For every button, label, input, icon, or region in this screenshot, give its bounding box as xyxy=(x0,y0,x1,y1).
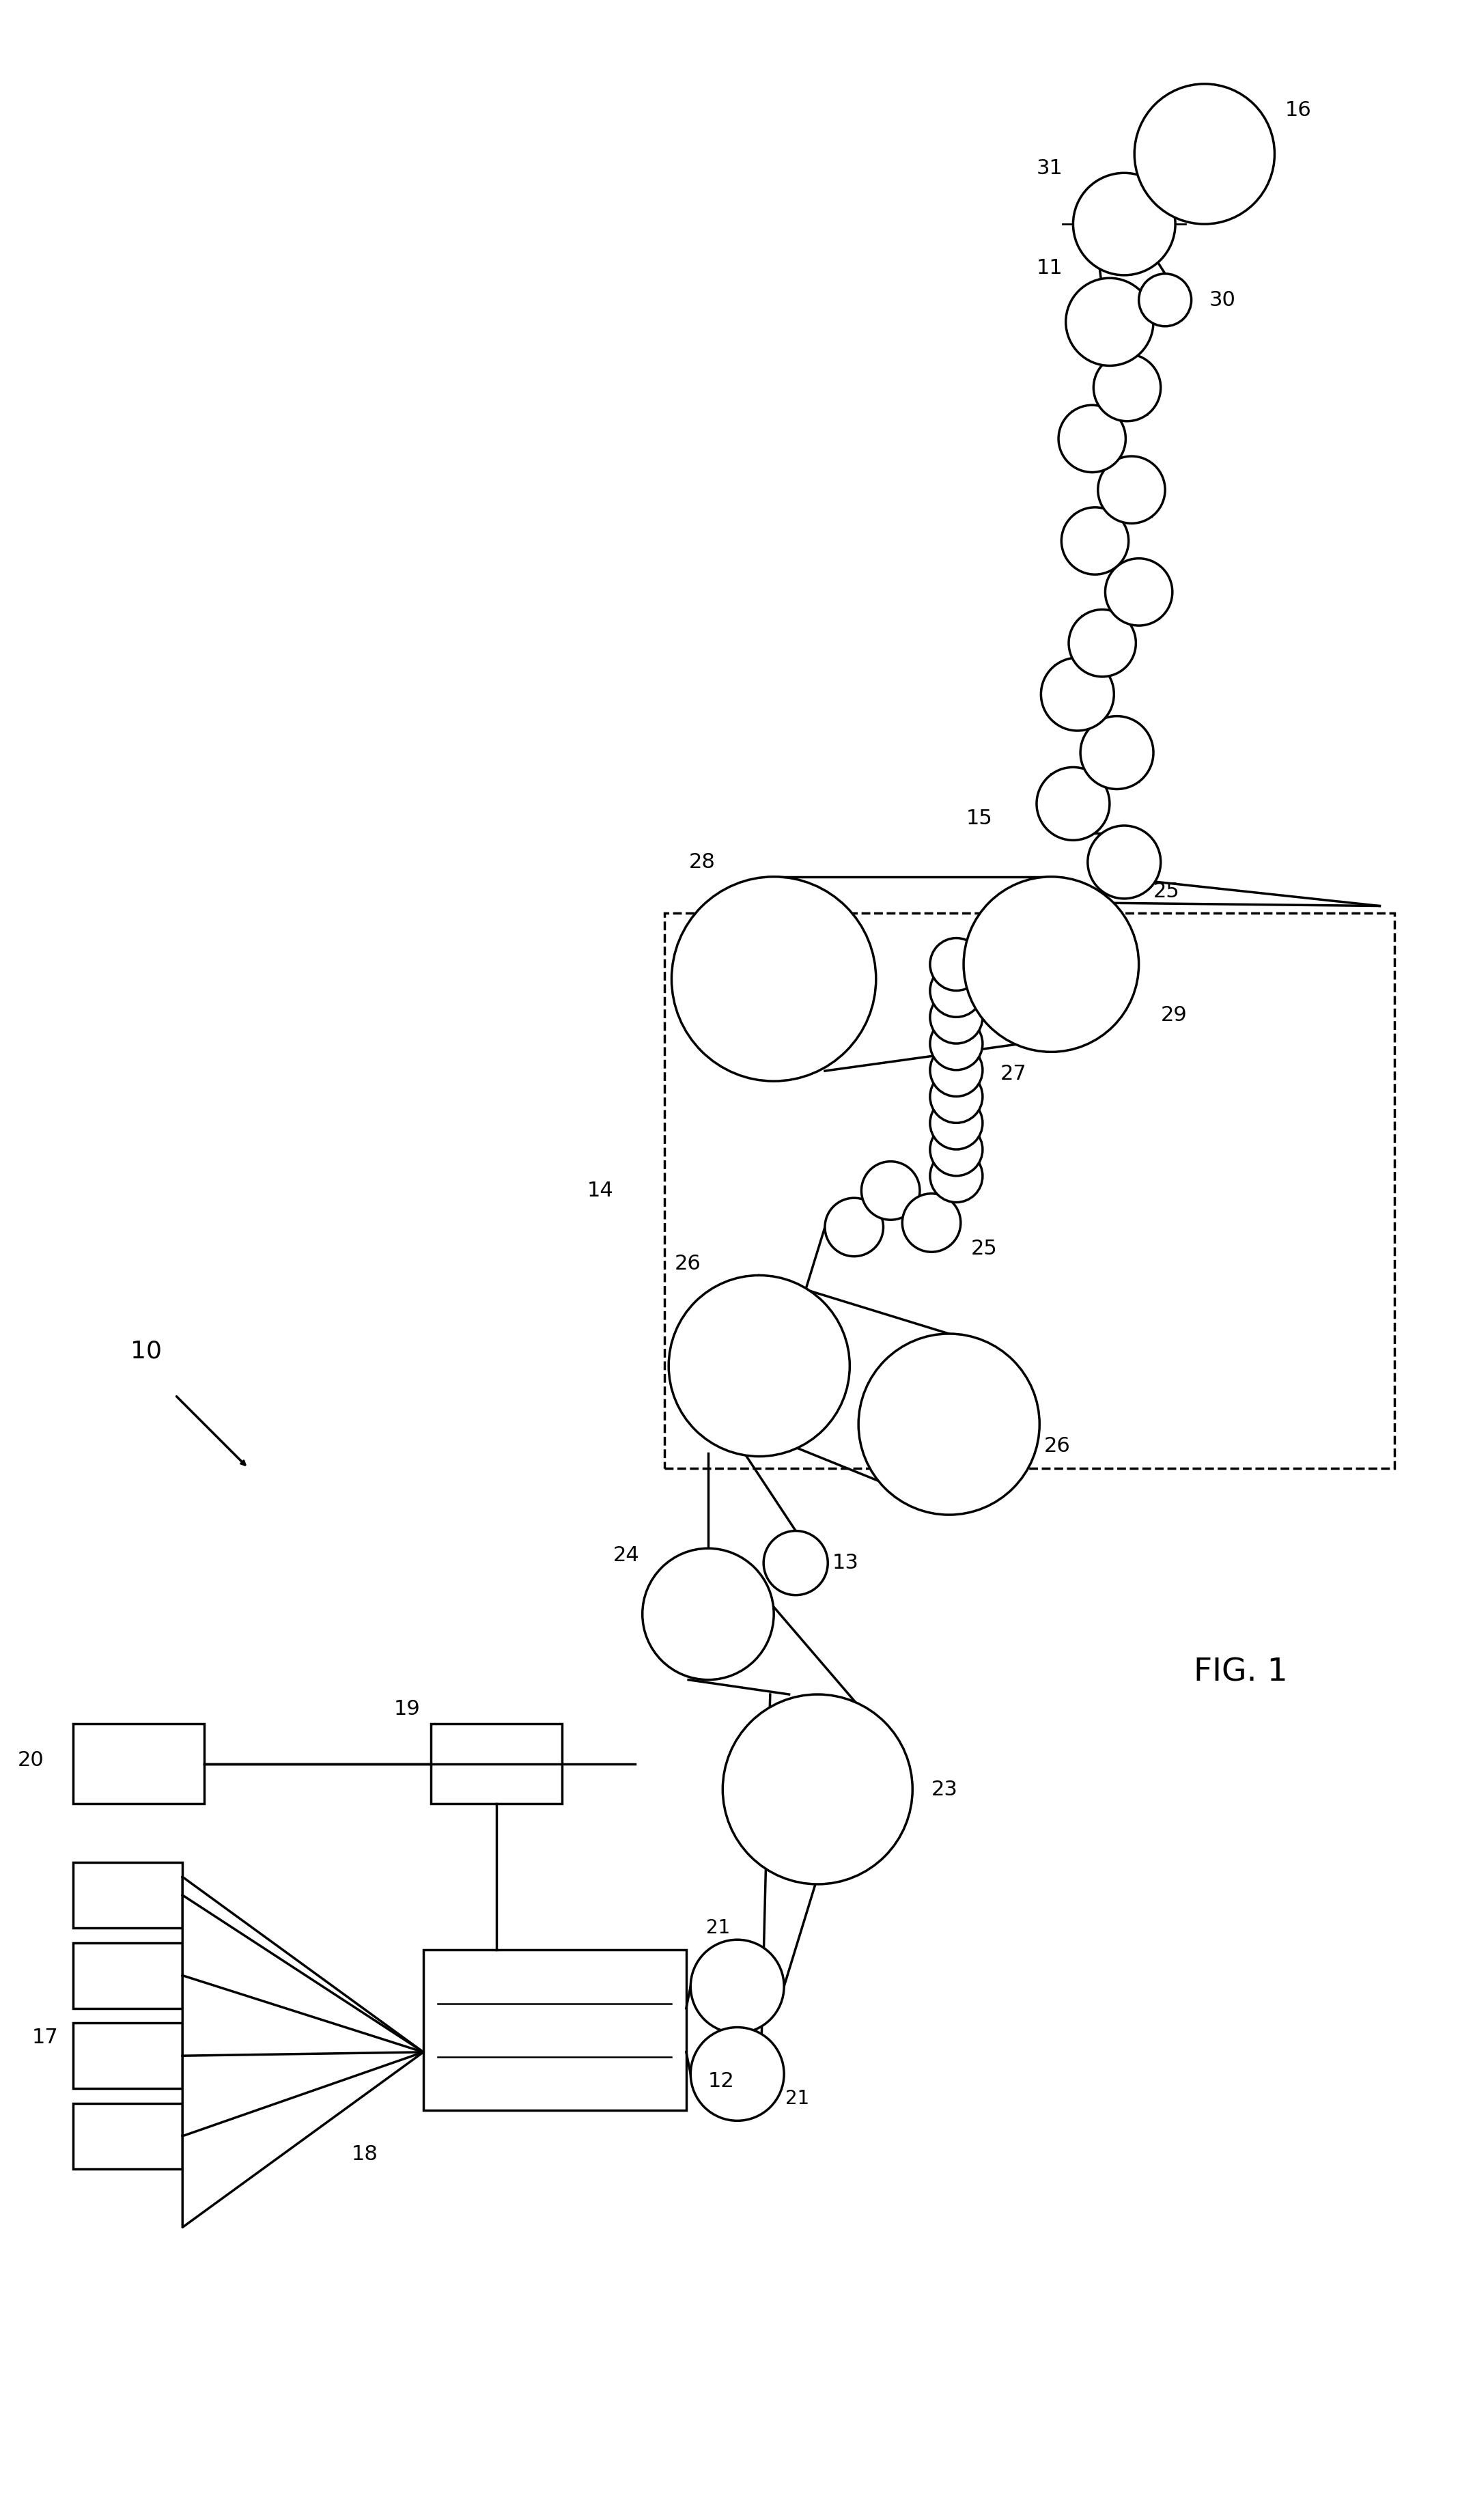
Circle shape xyxy=(1037,766,1110,839)
Bar xyxy=(73,1724,204,1804)
Bar xyxy=(73,2104,182,2170)
Circle shape xyxy=(930,1043,983,1096)
Text: 30: 30 xyxy=(1209,290,1235,310)
Circle shape xyxy=(669,1275,850,1457)
Text: 21: 21 xyxy=(785,2089,809,2109)
Text: 11: 11 xyxy=(1037,257,1063,277)
Text: 31: 31 xyxy=(1037,159,1063,179)
Circle shape xyxy=(691,1940,784,2034)
Circle shape xyxy=(930,1124,983,1177)
Text: 24: 24 xyxy=(613,1545,639,1565)
Text: 25: 25 xyxy=(971,1240,997,1260)
Circle shape xyxy=(1139,275,1191,325)
Circle shape xyxy=(764,1530,828,1595)
Text: 18: 18 xyxy=(352,2145,378,2165)
Text: 15: 15 xyxy=(967,809,993,829)
Circle shape xyxy=(723,1693,912,1885)
Circle shape xyxy=(1098,456,1165,524)
Circle shape xyxy=(1069,610,1136,678)
Bar xyxy=(73,1862,182,1928)
Circle shape xyxy=(1041,658,1114,731)
Bar xyxy=(664,912,1394,1469)
Text: FIG. 1: FIG. 1 xyxy=(1194,1658,1288,1688)
Circle shape xyxy=(1094,353,1161,421)
Bar xyxy=(73,1943,182,2008)
Circle shape xyxy=(1058,406,1126,471)
Circle shape xyxy=(861,1162,920,1220)
Bar xyxy=(423,1950,686,2112)
Text: 14: 14 xyxy=(587,1182,613,1200)
Circle shape xyxy=(964,877,1139,1051)
Circle shape xyxy=(930,1149,983,1202)
Circle shape xyxy=(672,877,876,1081)
Text: 27: 27 xyxy=(1000,1063,1026,1084)
Text: 10: 10 xyxy=(130,1341,162,1363)
Text: 20: 20 xyxy=(18,1751,44,1769)
Circle shape xyxy=(1105,559,1172,625)
Circle shape xyxy=(1061,507,1129,575)
Circle shape xyxy=(930,937,983,990)
Text: 13: 13 xyxy=(832,1552,858,1572)
Text: 21: 21 xyxy=(707,1918,730,1938)
Circle shape xyxy=(1073,174,1175,275)
Text: 26: 26 xyxy=(1044,1436,1070,1457)
Text: 25: 25 xyxy=(1153,882,1180,902)
Circle shape xyxy=(930,965,983,1018)
Circle shape xyxy=(642,1547,774,1681)
Bar xyxy=(73,2024,182,2089)
Circle shape xyxy=(1088,827,1161,900)
Text: 28: 28 xyxy=(689,852,715,872)
Text: 12: 12 xyxy=(708,2071,734,2092)
Text: 17: 17 xyxy=(32,2029,58,2046)
Bar xyxy=(431,1724,562,1804)
Circle shape xyxy=(1080,716,1153,789)
Circle shape xyxy=(825,1197,883,1257)
Text: 26: 26 xyxy=(675,1255,701,1273)
Circle shape xyxy=(691,2026,784,2122)
Circle shape xyxy=(858,1333,1040,1515)
Circle shape xyxy=(930,1018,983,1071)
Circle shape xyxy=(902,1194,961,1252)
Text: 16: 16 xyxy=(1285,101,1311,121)
Text: 23: 23 xyxy=(931,1779,958,1799)
Circle shape xyxy=(930,1096,983,1149)
Text: 19: 19 xyxy=(394,1698,420,1719)
Circle shape xyxy=(1134,83,1275,224)
Circle shape xyxy=(1066,277,1153,365)
Text: 29: 29 xyxy=(1161,1005,1187,1026)
Circle shape xyxy=(930,990,983,1043)
Polygon shape xyxy=(182,1877,423,2228)
Circle shape xyxy=(930,1071,983,1124)
